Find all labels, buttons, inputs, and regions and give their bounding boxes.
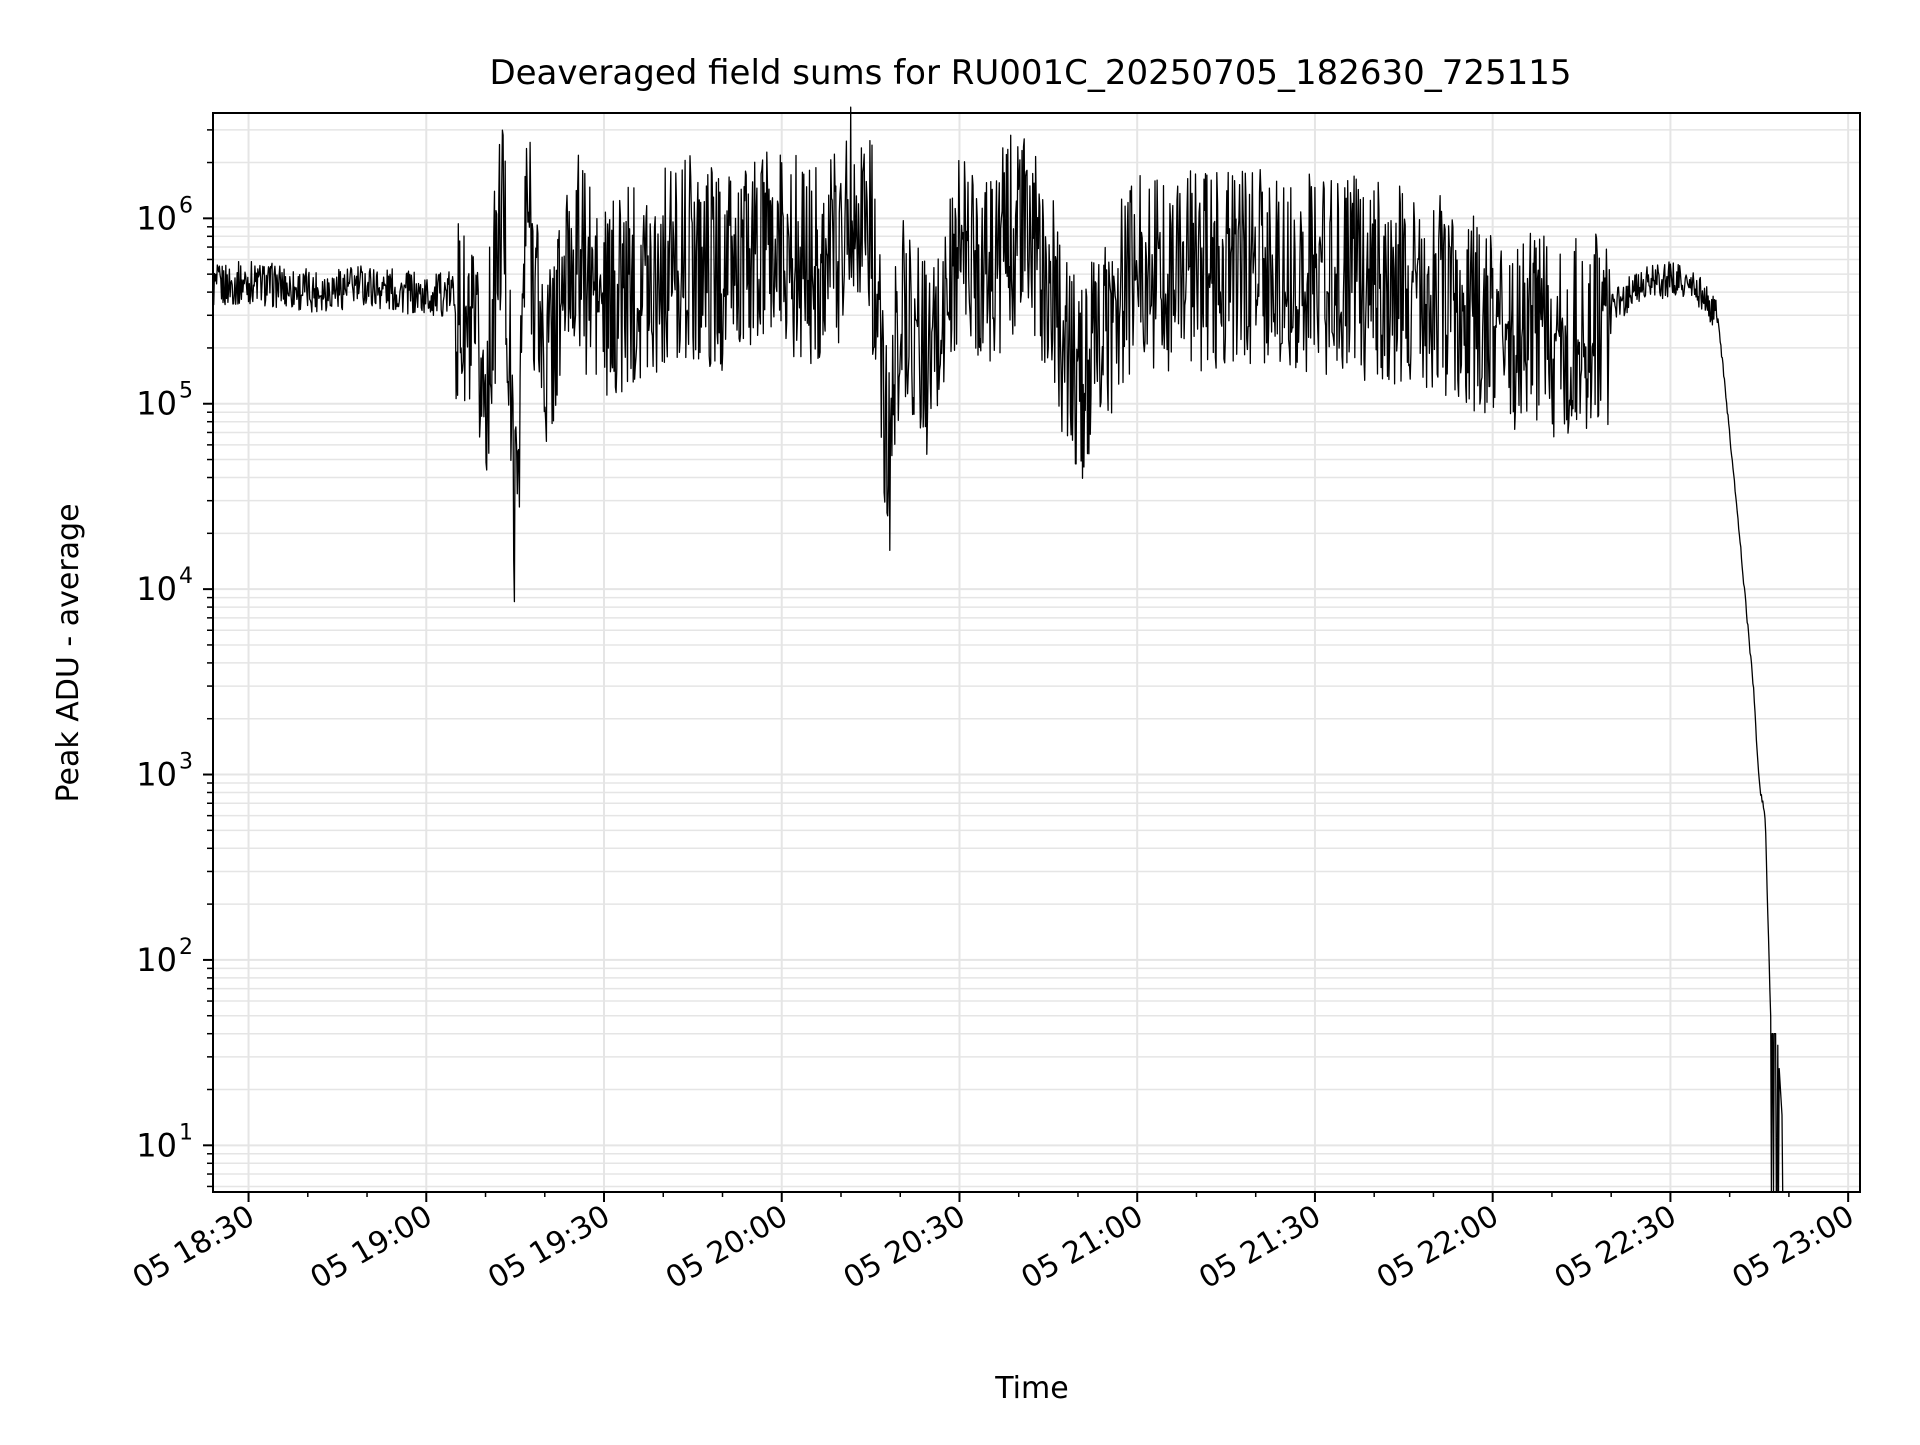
- y-tick-label-exponent: 6: [179, 193, 193, 218]
- x-tick-label: 05 22:00: [1371, 1199, 1505, 1296]
- y-tick-label: 10: [136, 570, 177, 608]
- y-tick-label-exponent: 3: [179, 750, 193, 775]
- y-tick-label-exponent: 1: [179, 1120, 193, 1145]
- grid-lines: [213, 113, 1860, 1192]
- x-tick-label: 05 18:30: [127, 1199, 261, 1296]
- x-tick-label: 05 19:30: [482, 1199, 616, 1296]
- y-axis-label: Peak ADU - average: [51, 503, 86, 802]
- series-line: [212, 106, 1784, 1193]
- y-tick-label-exponent: 4: [179, 564, 193, 589]
- x-tick-label: 05 20:30: [838, 1199, 972, 1296]
- plot-frame: [212, 112, 1861, 1193]
- y-tick-label: 10: [136, 756, 177, 794]
- x-tick-label: 05 21:30: [1193, 1199, 1327, 1296]
- y-tick-label: 10: [136, 385, 177, 423]
- x-tick-label: 05 22:30: [1549, 1199, 1683, 1296]
- series-layer: [212, 106, 1784, 1193]
- y-tick-label: 10: [136, 941, 177, 979]
- x-tick-label: 05 19:00: [305, 1199, 439, 1296]
- y-tick-label-exponent: 5: [179, 379, 193, 404]
- y-tick-label: 10: [136, 1126, 177, 1164]
- chart-title: Deaveraged field sums for RU001C_2025070…: [489, 53, 1571, 93]
- x-tick-label: 05 23:00: [1726, 1199, 1860, 1296]
- x-axis-label: Time: [994, 1371, 1068, 1406]
- y-tick-label-exponent: 2: [179, 935, 193, 960]
- x-tick-label: 05 21:00: [1016, 1199, 1150, 1296]
- x-tick-label: 05 20:00: [660, 1199, 794, 1296]
- y-tick-label: 10: [136, 199, 177, 237]
